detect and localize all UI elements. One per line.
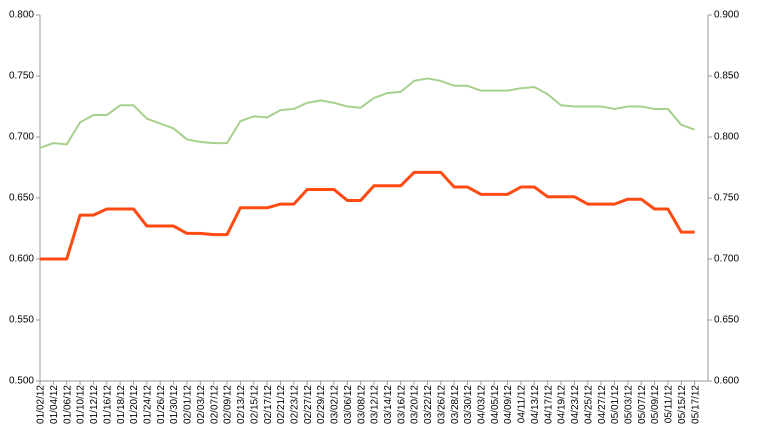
x-tick-label: 02/15/12 xyxy=(249,385,260,424)
x-tick-label: 03/12/12 xyxy=(370,385,381,424)
y2-tick-label: 0.700 xyxy=(714,254,739,265)
x-tick-label: 04/03/12 xyxy=(477,385,488,424)
x-tick-label: 04/23/12 xyxy=(570,385,581,424)
x-tick-label: 05/17/12 xyxy=(690,385,701,424)
x-tick-label: 03/16/12 xyxy=(396,385,407,424)
x-tick-label: 05/09/12 xyxy=(650,385,661,424)
y-tick-label: 0.550 xyxy=(9,315,34,326)
x-tick-label: 01/30/12 xyxy=(169,385,180,424)
x-tick-label: 03/02/12 xyxy=(330,385,341,424)
x-tick-label: 03/30/12 xyxy=(463,385,474,424)
x-tick-label: 01/12/12 xyxy=(89,385,100,424)
y2-tick-label: 0.750 xyxy=(714,193,739,204)
x-tick-label: 04/27/12 xyxy=(597,385,608,424)
y-tick-label: 0.650 xyxy=(9,193,34,204)
y-tick-label: 0.700 xyxy=(9,132,34,143)
x-tick-label: 03/26/12 xyxy=(436,385,447,424)
x-tick-label: 04/05/12 xyxy=(490,385,501,424)
x-tick-label: 03/22/12 xyxy=(423,385,434,424)
series-line xyxy=(40,170,695,261)
x-tick-label: 02/27/12 xyxy=(303,385,314,424)
y2-tick-label: 0.900 xyxy=(714,10,739,21)
x-tick-label: 03/14/12 xyxy=(383,385,394,424)
x-tick-label: 01/20/12 xyxy=(129,385,140,424)
x-tick-label: 05/01/12 xyxy=(610,385,621,424)
y2-tick-label: 0.800 xyxy=(714,132,739,143)
x-tick-label: 04/25/12 xyxy=(583,385,594,424)
x-tick-label: 05/15/12 xyxy=(677,385,688,424)
x-tick-label: 03/20/12 xyxy=(410,385,421,424)
x-tick-label: 05/07/12 xyxy=(637,385,648,424)
y2-tick-label: 0.600 xyxy=(714,376,739,387)
x-tick-label: 01/04/12 xyxy=(49,385,60,424)
x-tick-label: 03/28/12 xyxy=(450,385,461,424)
x-tick-label: 04/13/12 xyxy=(530,385,541,424)
x-tick-label: 03/06/12 xyxy=(343,385,354,424)
x-tick-label: 02/13/12 xyxy=(236,385,247,424)
y-tick-label: 0.600 xyxy=(9,254,34,265)
x-tick-label: 04/19/12 xyxy=(557,385,568,424)
x-tick-label: 03/08/12 xyxy=(356,385,367,424)
x-tick-label: 04/11/12 xyxy=(517,385,528,424)
x-tick-label: 02/21/12 xyxy=(276,385,287,424)
series-line xyxy=(39,77,695,149)
y2-tick-label: 0.650 xyxy=(714,315,739,326)
x-tick-label: 02/01/12 xyxy=(183,385,194,424)
x-tick-label: 04/09/12 xyxy=(503,385,514,424)
y-tick-label: 0.750 xyxy=(9,71,34,82)
x-tick-label: 01/06/12 xyxy=(62,385,73,424)
y-tick-label: 0.800 xyxy=(9,10,34,21)
x-tick-label: 02/03/12 xyxy=(196,385,207,424)
x-tick-label: 01/02/12 xyxy=(36,385,47,424)
y-tick-label: 0.500 xyxy=(9,376,34,387)
x-tick-label: 02/17/12 xyxy=(263,385,274,424)
x-tick-label: 01/18/12 xyxy=(116,385,127,424)
x-tick-label: 05/03/12 xyxy=(623,385,634,424)
x-tick-label: 04/17/12 xyxy=(543,385,554,424)
x-tick-label: 01/16/12 xyxy=(102,385,113,424)
x-tick-label: 02/07/12 xyxy=(209,385,220,424)
x-tick-label: 02/09/12 xyxy=(223,385,234,424)
x-tick-label: 02/23/12 xyxy=(289,385,300,424)
x-tick-label: 01/24/12 xyxy=(143,385,154,424)
x-tick-label: 05/11/12 xyxy=(664,385,675,424)
x-tick-label: 01/26/12 xyxy=(156,385,167,424)
x-tick-label: 01/10/12 xyxy=(76,385,87,424)
x-tick-label: 02/29/12 xyxy=(316,385,327,424)
y2-tick-label: 0.850 xyxy=(714,71,739,82)
